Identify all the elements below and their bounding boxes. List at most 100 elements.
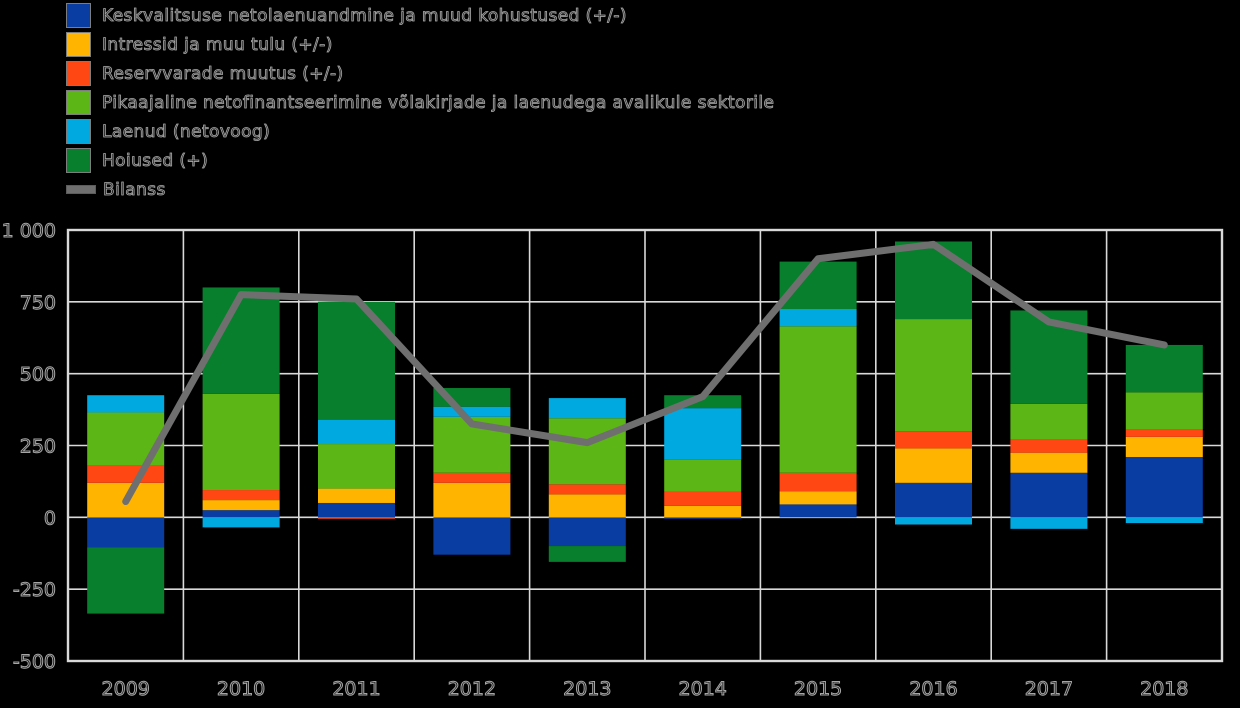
legend: Keskvalitsuse netolaenuandmine ja muud k… bbox=[66, 3, 774, 206]
bar-segment-2014-s4 bbox=[664, 408, 742, 460]
bar-segment-2016-s0 bbox=[895, 482, 972, 518]
bar-segment-2015-s1 bbox=[779, 491, 857, 505]
bar-segment-2016-s5 bbox=[895, 241, 972, 320]
bar-segment-2011-s1 bbox=[318, 488, 395, 503]
legend-line-swatch bbox=[66, 185, 96, 194]
bar-segment-2018-s3 bbox=[1125, 392, 1203, 430]
legend-label: Keskvalitsuse netolaenuandmine ja muud k… bbox=[102, 5, 627, 26]
legend-swatch-dark-green bbox=[66, 148, 91, 173]
legend-label: Intressid ja muu tulu (+/-) bbox=[102, 34, 333, 55]
bar-segment-2016-s3 bbox=[895, 319, 972, 432]
bar-segment-2015-s5 bbox=[779, 261, 857, 310]
bar-segment-2013-s0 bbox=[548, 517, 626, 547]
bar-segment-2018-s5 bbox=[1125, 344, 1203, 393]
legend-item-reserves: Reservvarade muutus (+/-) bbox=[66, 61, 774, 86]
legend-item-loans: Laenud (netovoog) bbox=[66, 119, 774, 144]
bar-2015 bbox=[779, 261, 857, 518]
legend-swatch-amber bbox=[66, 32, 91, 57]
bar-segment-2010-s3 bbox=[202, 393, 280, 491]
bar-segment-2016-s1 bbox=[895, 448, 972, 483]
y-tick-label: -250 bbox=[13, 579, 56, 601]
bar-2018 bbox=[1125, 344, 1203, 524]
legend-item-central-government: Keskvalitsuse netolaenuandmine ja muud k… bbox=[66, 3, 774, 28]
bar-segment-2010-s2 bbox=[202, 490, 280, 501]
bar-segment-2018-s1 bbox=[1125, 436, 1203, 457]
x-tick-label: 2018 bbox=[1140, 678, 1188, 700]
bar-segment-2012-s0 bbox=[433, 517, 511, 555]
bar-segment-2016-s4 bbox=[895, 517, 972, 525]
bar-segment-2014-s0 bbox=[664, 517, 742, 519]
legend-swatch-light-green bbox=[66, 90, 91, 115]
legend-item-interest-other: Intressid ja muu tulu (+/-) bbox=[66, 32, 774, 57]
bar-segment-2013-s1 bbox=[548, 494, 626, 518]
bar-2014 bbox=[664, 395, 742, 519]
y-tick-label: 750 bbox=[20, 292, 56, 314]
balance-line bbox=[122, 240, 1168, 506]
bar-segment-2017-s4 bbox=[1010, 517, 1088, 529]
bar-2016 bbox=[895, 241, 972, 525]
bar-segment-2018-s2 bbox=[1125, 429, 1203, 437]
bar-2012 bbox=[433, 388, 511, 555]
bar-segment-2013-s5 bbox=[548, 546, 626, 562]
bar-segment-2010-s0 bbox=[202, 510, 280, 518]
bar-segment-2018-s0 bbox=[1125, 456, 1203, 518]
bar-segment-2017-s3 bbox=[1010, 403, 1088, 440]
bar-segment-2011-s3 bbox=[318, 444, 395, 489]
bar-segment-2015-s3 bbox=[779, 326, 857, 473]
legend-item-deposits: Hoiused (+) bbox=[66, 148, 774, 173]
y-tick-label: 500 bbox=[20, 364, 56, 386]
bar-segment-2011-s2 bbox=[318, 517, 395, 519]
bar-segment-2014-s2 bbox=[664, 491, 742, 506]
legend-label: Laenud (netovoog) bbox=[102, 121, 271, 142]
bar-segment-2011-s5 bbox=[318, 301, 395, 420]
bar-segment-2013-s2 bbox=[548, 484, 626, 495]
x-tick-label: 2012 bbox=[448, 678, 496, 700]
x-tick-label: 2009 bbox=[102, 678, 150, 700]
bar-segment-2010-s1 bbox=[202, 500, 280, 511]
bar-segment-2015-s2 bbox=[779, 472, 857, 492]
bar-segment-2014-s1 bbox=[664, 505, 742, 518]
bar-segment-2014-s3 bbox=[664, 459, 742, 492]
legend-label: Reservvarade muutus (+/-) bbox=[102, 63, 344, 84]
x-tick-label: 2016 bbox=[909, 678, 957, 700]
y-tick-label: -500 bbox=[13, 651, 56, 673]
x-tick-label: 2015 bbox=[794, 678, 842, 700]
bar-2017 bbox=[1010, 310, 1088, 529]
legend-swatch-orange bbox=[66, 61, 91, 86]
legend-swatch-blue bbox=[66, 3, 91, 28]
bar-segment-2017-s2 bbox=[1010, 439, 1088, 453]
bar-segment-2013-s4 bbox=[548, 398, 626, 419]
bar-segment-2009-s4 bbox=[87, 395, 165, 413]
y-tick-label: 0 bbox=[44, 507, 56, 529]
bar-segment-2013-s3 bbox=[548, 418, 626, 485]
x-tick-label: 2017 bbox=[1025, 678, 1073, 700]
legend-swatch-cyan bbox=[66, 119, 91, 144]
bar-segment-2009-s5 bbox=[87, 547, 165, 614]
bar-segment-2011-s4 bbox=[318, 419, 395, 445]
bar-segment-2009-s2 bbox=[87, 465, 165, 483]
x-tick-label: 2011 bbox=[332, 678, 380, 700]
bar-segment-2017-s0 bbox=[1010, 472, 1088, 518]
bar-segment-2009-s0 bbox=[87, 517, 165, 548]
bar-segment-2016-s2 bbox=[895, 431, 972, 449]
bar-2010 bbox=[202, 287, 280, 528]
legend-label: Pikaajaline netofinantseerimine võlakirj… bbox=[102, 92, 775, 113]
bar-2013 bbox=[548, 398, 626, 562]
x-tick-label: 2014 bbox=[679, 678, 727, 700]
bar-segment-2017-s1 bbox=[1010, 452, 1088, 473]
bar-segment-2015-s0 bbox=[779, 504, 857, 518]
bar-segment-2015-s4 bbox=[779, 309, 857, 327]
bar-segment-2012-s4 bbox=[433, 406, 511, 417]
bar-segment-2018-s4 bbox=[1125, 517, 1203, 524]
x-tick-label: 2010 bbox=[217, 678, 265, 700]
x-tick-label: 2013 bbox=[563, 678, 611, 700]
legend-item-balance-line: Bilanss bbox=[66, 177, 774, 202]
y-tick-label: 1 000 bbox=[2, 220, 56, 242]
bar-segment-2012-s2 bbox=[433, 472, 511, 483]
bar-segment-2010-s4 bbox=[202, 517, 280, 528]
legend-label: Bilanss bbox=[103, 179, 166, 200]
bar-segment-2012-s1 bbox=[433, 482, 511, 518]
legend-item-longterm-financing: Pikaajaline netofinantseerimine võlakirj… bbox=[66, 90, 774, 115]
